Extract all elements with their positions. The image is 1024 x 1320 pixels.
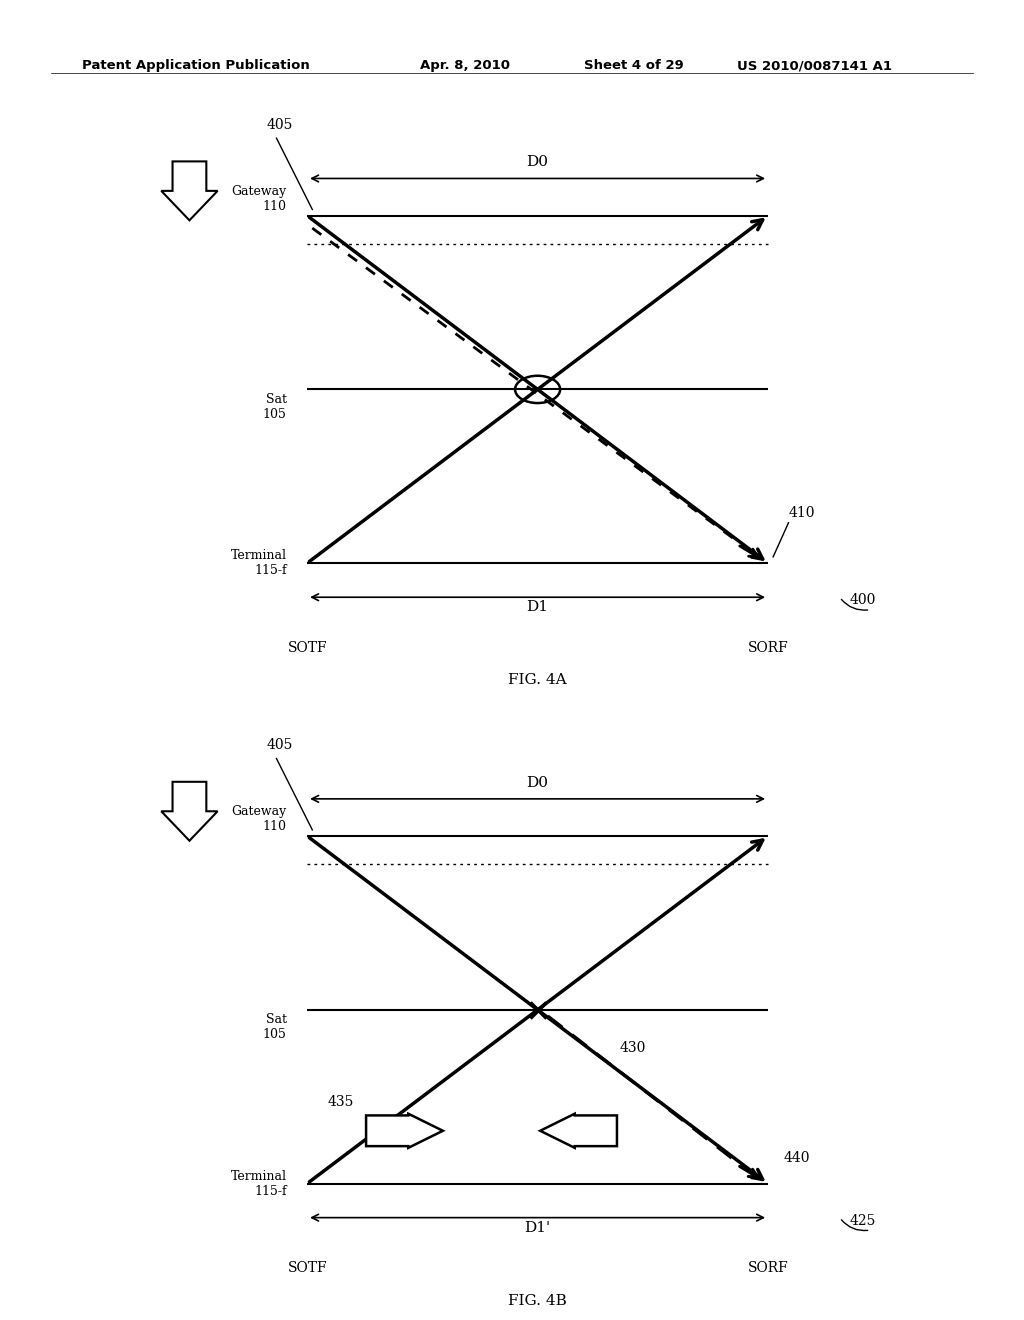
- Text: 410: 410: [788, 506, 815, 520]
- Text: Patent Application Publication: Patent Application Publication: [82, 59, 309, 73]
- Text: 440: 440: [783, 1151, 810, 1166]
- Text: SOTF: SOTF: [288, 1261, 327, 1275]
- Text: Terminal
115-f: Terminal 115-f: [230, 1170, 287, 1197]
- Text: SORF: SORF: [748, 1261, 788, 1275]
- Text: D1: D1: [526, 601, 549, 614]
- Text: 425: 425: [850, 1213, 877, 1228]
- Text: D1': D1': [524, 1221, 551, 1234]
- Text: FIG. 4B: FIG. 4B: [508, 1294, 567, 1308]
- Polygon shape: [162, 781, 217, 841]
- Text: Gateway
110: Gateway 110: [231, 805, 287, 833]
- Text: D0: D0: [526, 156, 549, 169]
- Text: US 2010/0087141 A1: US 2010/0087141 A1: [737, 59, 892, 73]
- Text: 430: 430: [620, 1040, 646, 1055]
- Text: Terminal
115-f: Terminal 115-f: [230, 549, 287, 577]
- Polygon shape: [367, 1114, 442, 1148]
- Text: Gateway
110: Gateway 110: [231, 185, 287, 213]
- Polygon shape: [162, 161, 217, 220]
- Text: 405: 405: [266, 117, 293, 132]
- Text: 435: 435: [328, 1096, 354, 1109]
- Text: SOTF: SOTF: [288, 640, 327, 655]
- Polygon shape: [541, 1114, 616, 1148]
- Text: D0: D0: [526, 776, 549, 789]
- Text: Sat
105: Sat 105: [263, 1012, 287, 1041]
- Text: 405: 405: [266, 738, 293, 752]
- Text: Sat
105: Sat 105: [263, 392, 287, 421]
- Text: SORF: SORF: [748, 640, 788, 655]
- Text: 400: 400: [850, 593, 877, 607]
- Text: Apr. 8, 2010: Apr. 8, 2010: [420, 59, 510, 73]
- Text: Sheet 4 of 29: Sheet 4 of 29: [584, 59, 683, 73]
- Text: FIG. 4A: FIG. 4A: [508, 673, 567, 688]
